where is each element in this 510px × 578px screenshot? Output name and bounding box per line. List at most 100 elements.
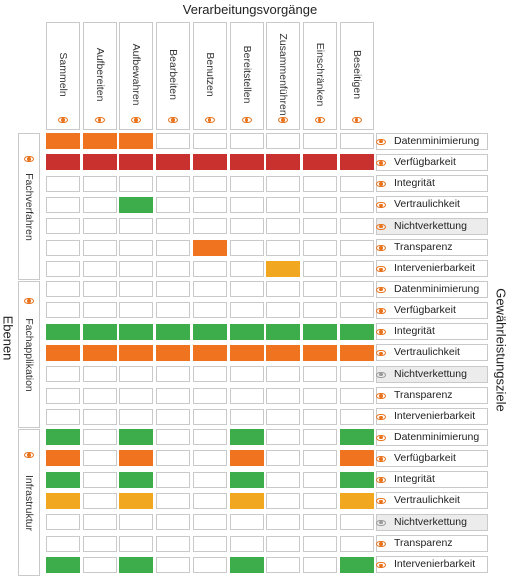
matrix-cell[interactable]: [339, 323, 374, 340]
matrix-cell[interactable]: [46, 366, 80, 383]
matrix-cell[interactable]: [119, 218, 154, 235]
goal-label-verfuegbarkeit[interactable]: Verfügbarkeit: [376, 301, 488, 319]
matrix-cell[interactable]: [46, 344, 80, 361]
matrix-cell[interactable]: [82, 387, 117, 404]
matrix-cell[interactable]: [46, 323, 80, 340]
matrix-cell[interactable]: [119, 281, 154, 297]
matrix-cell[interactable]: [229, 556, 264, 573]
matrix-cell[interactable]: [46, 408, 80, 425]
goal-label-intervenierbarkeit[interactable]: Intervenierbarkeit: [376, 408, 488, 426]
goal-label-datenminimierung[interactable]: Datenminimierung: [376, 428, 488, 446]
column-header-bearbeiten[interactable]: Bearbeiten: [156, 22, 191, 130]
matrix-cell[interactable]: [229, 281, 264, 297]
matrix-cell[interactable]: [82, 281, 117, 297]
matrix-cell[interactable]: [302, 302, 337, 319]
matrix-cell[interactable]: [46, 535, 80, 552]
matrix-cell[interactable]: [339, 471, 374, 488]
goal-label-integritaet[interactable]: Integrität: [376, 471, 488, 489]
matrix-cell[interactable]: [302, 218, 337, 235]
matrix-cell[interactable]: [82, 514, 117, 531]
matrix-cell[interactable]: [82, 260, 117, 277]
matrix-cell[interactable]: [119, 133, 154, 149]
column-header-bereitstellen[interactable]: Bereitstellen: [229, 22, 264, 130]
matrix-cell[interactable]: [302, 133, 337, 149]
matrix-cell[interactable]: [192, 323, 227, 340]
matrix-cell[interactable]: [156, 514, 191, 531]
layer-label-infrastruktur[interactable]: Infrastruktur: [18, 429, 40, 577]
matrix-cell[interactable]: [192, 366, 227, 383]
matrix-cell[interactable]: [82, 323, 117, 340]
goal-label-intervenierbarkeit[interactable]: Intervenierbarkeit: [376, 260, 488, 278]
matrix-cell[interactable]: [46, 387, 80, 404]
matrix-cell[interactable]: [82, 175, 117, 192]
matrix-cell[interactable]: [266, 239, 301, 256]
matrix-cell[interactable]: [46, 239, 80, 256]
goal-label-transparenz[interactable]: Transparenz: [376, 239, 488, 256]
matrix-cell[interactable]: [119, 302, 154, 319]
matrix-cell[interactable]: [192, 429, 227, 445]
matrix-cell[interactable]: [229, 239, 264, 256]
matrix-cell[interactable]: [46, 556, 80, 573]
matrix-cell[interactable]: [339, 196, 374, 213]
matrix-cell[interactable]: [82, 429, 117, 445]
matrix-cell[interactable]: [302, 429, 337, 445]
matrix-cell[interactable]: [46, 260, 80, 277]
matrix-cell[interactable]: [156, 556, 191, 573]
matrix-cell[interactable]: [192, 281, 227, 297]
matrix-cell[interactable]: [119, 387, 154, 404]
matrix-cell[interactable]: [82, 133, 117, 149]
matrix-cell[interactable]: [192, 260, 227, 277]
matrix-cell[interactable]: [266, 344, 301, 361]
matrix-cell[interactable]: [339, 302, 374, 319]
matrix-cell[interactable]: [302, 492, 337, 509]
matrix-cell[interactable]: [302, 408, 337, 425]
matrix-cell[interactable]: [192, 387, 227, 404]
matrix-cell[interactable]: [82, 492, 117, 509]
matrix-cell[interactable]: [119, 175, 154, 192]
matrix-cell[interactable]: [192, 492, 227, 509]
matrix-cell[interactable]: [266, 450, 301, 467]
matrix-cell[interactable]: [119, 556, 154, 573]
matrix-cell[interactable]: [156, 239, 191, 256]
goal-label-vertraulichkeit[interactable]: Vertraulichkeit: [376, 196, 488, 214]
matrix-cell[interactable]: [339, 387, 374, 404]
matrix-cell[interactable]: [156, 196, 191, 213]
matrix-cell[interactable]: [192, 344, 227, 361]
matrix-cell[interactable]: [339, 535, 374, 552]
matrix-cell[interactable]: [156, 492, 191, 509]
matrix-cell[interactable]: [339, 281, 374, 297]
matrix-cell[interactable]: [192, 408, 227, 425]
matrix-cell[interactable]: [229, 492, 264, 509]
goal-label-nichtverkettung[interactable]: Nichtverkettung: [376, 217, 488, 235]
matrix-cell[interactable]: [192, 154, 227, 171]
matrix-cell[interactable]: [339, 260, 374, 277]
goal-label-nichtverkettung[interactable]: Nichtverkettung: [376, 513, 488, 531]
goal-label-vertraulichkeit[interactable]: Vertraulichkeit: [376, 492, 488, 510]
matrix-cell[interactable]: [302, 260, 337, 277]
matrix-cell[interactable]: [302, 535, 337, 552]
matrix-cell[interactable]: [82, 239, 117, 256]
matrix-cell[interactable]: [266, 154, 301, 171]
matrix-cell[interactable]: [266, 323, 301, 340]
goal-label-verfuegbarkeit[interactable]: Verfügbarkeit: [376, 153, 488, 171]
matrix-cell[interactable]: [302, 154, 337, 171]
matrix-cell[interactable]: [156, 387, 191, 404]
matrix-cell[interactable]: [302, 471, 337, 488]
matrix-cell[interactable]: [46, 281, 80, 297]
matrix-cell[interactable]: [119, 535, 154, 552]
matrix-cell[interactable]: [266, 471, 301, 488]
matrix-cell[interactable]: [156, 133, 191, 149]
matrix-cell[interactable]: [266, 218, 301, 235]
matrix-cell[interactable]: [46, 429, 80, 445]
goal-label-verfuegbarkeit[interactable]: Verfügbarkeit: [376, 449, 488, 467]
matrix-cell[interactable]: [82, 218, 117, 235]
matrix-cell[interactable]: [229, 175, 264, 192]
column-header-zusammenfuehren[interactable]: Zusammenführen: [266, 22, 301, 130]
matrix-cell[interactable]: [266, 429, 301, 445]
matrix-cell[interactable]: [302, 450, 337, 467]
matrix-cell[interactable]: [156, 344, 191, 361]
matrix-cell[interactable]: [156, 302, 191, 319]
matrix-cell[interactable]: [192, 302, 227, 319]
matrix-cell[interactable]: [302, 366, 337, 383]
matrix-cell[interactable]: [266, 260, 301, 277]
